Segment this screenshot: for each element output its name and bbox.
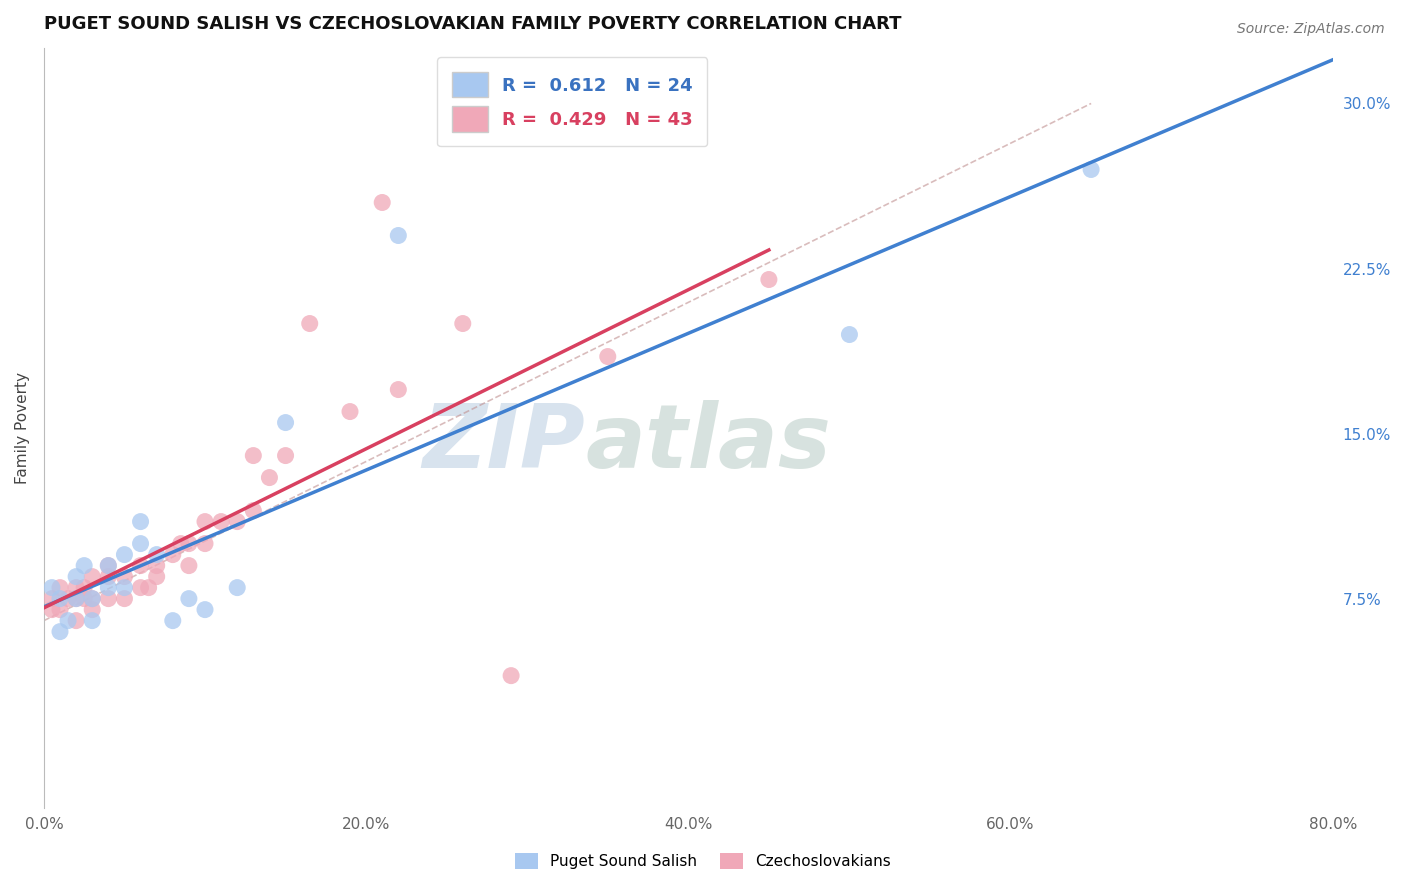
- Point: [387, 383, 409, 397]
- Point: [41, 581, 63, 595]
- Point: [114, 569, 136, 583]
- Point: [82, 591, 104, 606]
- Legend: R =  0.612   N = 24, R =  0.429   N = 43: R = 0.612 N = 24, R = 0.429 N = 43: [437, 57, 707, 146]
- Point: [170, 536, 193, 550]
- Point: [226, 581, 249, 595]
- Point: [129, 515, 152, 529]
- Point: [49, 591, 72, 606]
- Point: [838, 327, 860, 342]
- Point: [162, 548, 184, 562]
- Point: [82, 614, 104, 628]
- Point: [49, 581, 72, 595]
- Point: [73, 591, 96, 606]
- Point: [49, 624, 72, 639]
- Point: [177, 536, 200, 550]
- Point: [371, 195, 394, 210]
- Point: [65, 591, 87, 606]
- Point: [114, 591, 136, 606]
- Point: [274, 449, 297, 463]
- Point: [114, 581, 136, 595]
- Point: [129, 536, 152, 550]
- Point: [177, 558, 200, 573]
- Point: [65, 614, 87, 628]
- Legend: Puget Sound Salish, Czechoslovakians: Puget Sound Salish, Czechoslovakians: [509, 847, 897, 875]
- Point: [274, 416, 297, 430]
- Point: [339, 404, 361, 418]
- Text: atlas: atlas: [585, 400, 831, 487]
- Point: [114, 548, 136, 562]
- Point: [41, 602, 63, 616]
- Point: [97, 581, 120, 595]
- Point: [162, 614, 184, 628]
- Point: [41, 591, 63, 606]
- Point: [177, 591, 200, 606]
- Point: [129, 558, 152, 573]
- Point: [56, 591, 79, 606]
- Point: [226, 515, 249, 529]
- Point: [145, 548, 167, 562]
- Point: [49, 602, 72, 616]
- Point: [138, 581, 160, 595]
- Point: [82, 569, 104, 583]
- Point: [97, 558, 120, 573]
- Point: [501, 668, 523, 682]
- Point: [97, 591, 120, 606]
- Point: [73, 558, 96, 573]
- Point: [451, 317, 474, 331]
- Point: [145, 558, 167, 573]
- Point: [1080, 162, 1102, 177]
- Point: [97, 569, 120, 583]
- Y-axis label: Family Poverty: Family Poverty: [15, 372, 30, 484]
- Point: [56, 614, 79, 628]
- Point: [298, 317, 321, 331]
- Point: [194, 515, 217, 529]
- Point: [73, 581, 96, 595]
- Point: [65, 569, 87, 583]
- Point: [65, 581, 87, 595]
- Point: [596, 350, 619, 364]
- Point: [82, 591, 104, 606]
- Point: [259, 470, 281, 484]
- Point: [145, 569, 167, 583]
- Point: [758, 272, 780, 286]
- Point: [97, 558, 120, 573]
- Point: [65, 591, 87, 606]
- Point: [387, 228, 409, 243]
- Text: ZIP: ZIP: [422, 400, 585, 487]
- Text: PUGET SOUND SALISH VS CZECHOSLOVAKIAN FAMILY POVERTY CORRELATION CHART: PUGET SOUND SALISH VS CZECHOSLOVAKIAN FA…: [44, 15, 901, 33]
- Point: [82, 602, 104, 616]
- Point: [242, 503, 264, 517]
- Text: Source: ZipAtlas.com: Source: ZipAtlas.com: [1237, 22, 1385, 37]
- Point: [194, 602, 217, 616]
- Point: [242, 449, 264, 463]
- Point: [194, 536, 217, 550]
- Point: [209, 515, 232, 529]
- Point: [129, 581, 152, 595]
